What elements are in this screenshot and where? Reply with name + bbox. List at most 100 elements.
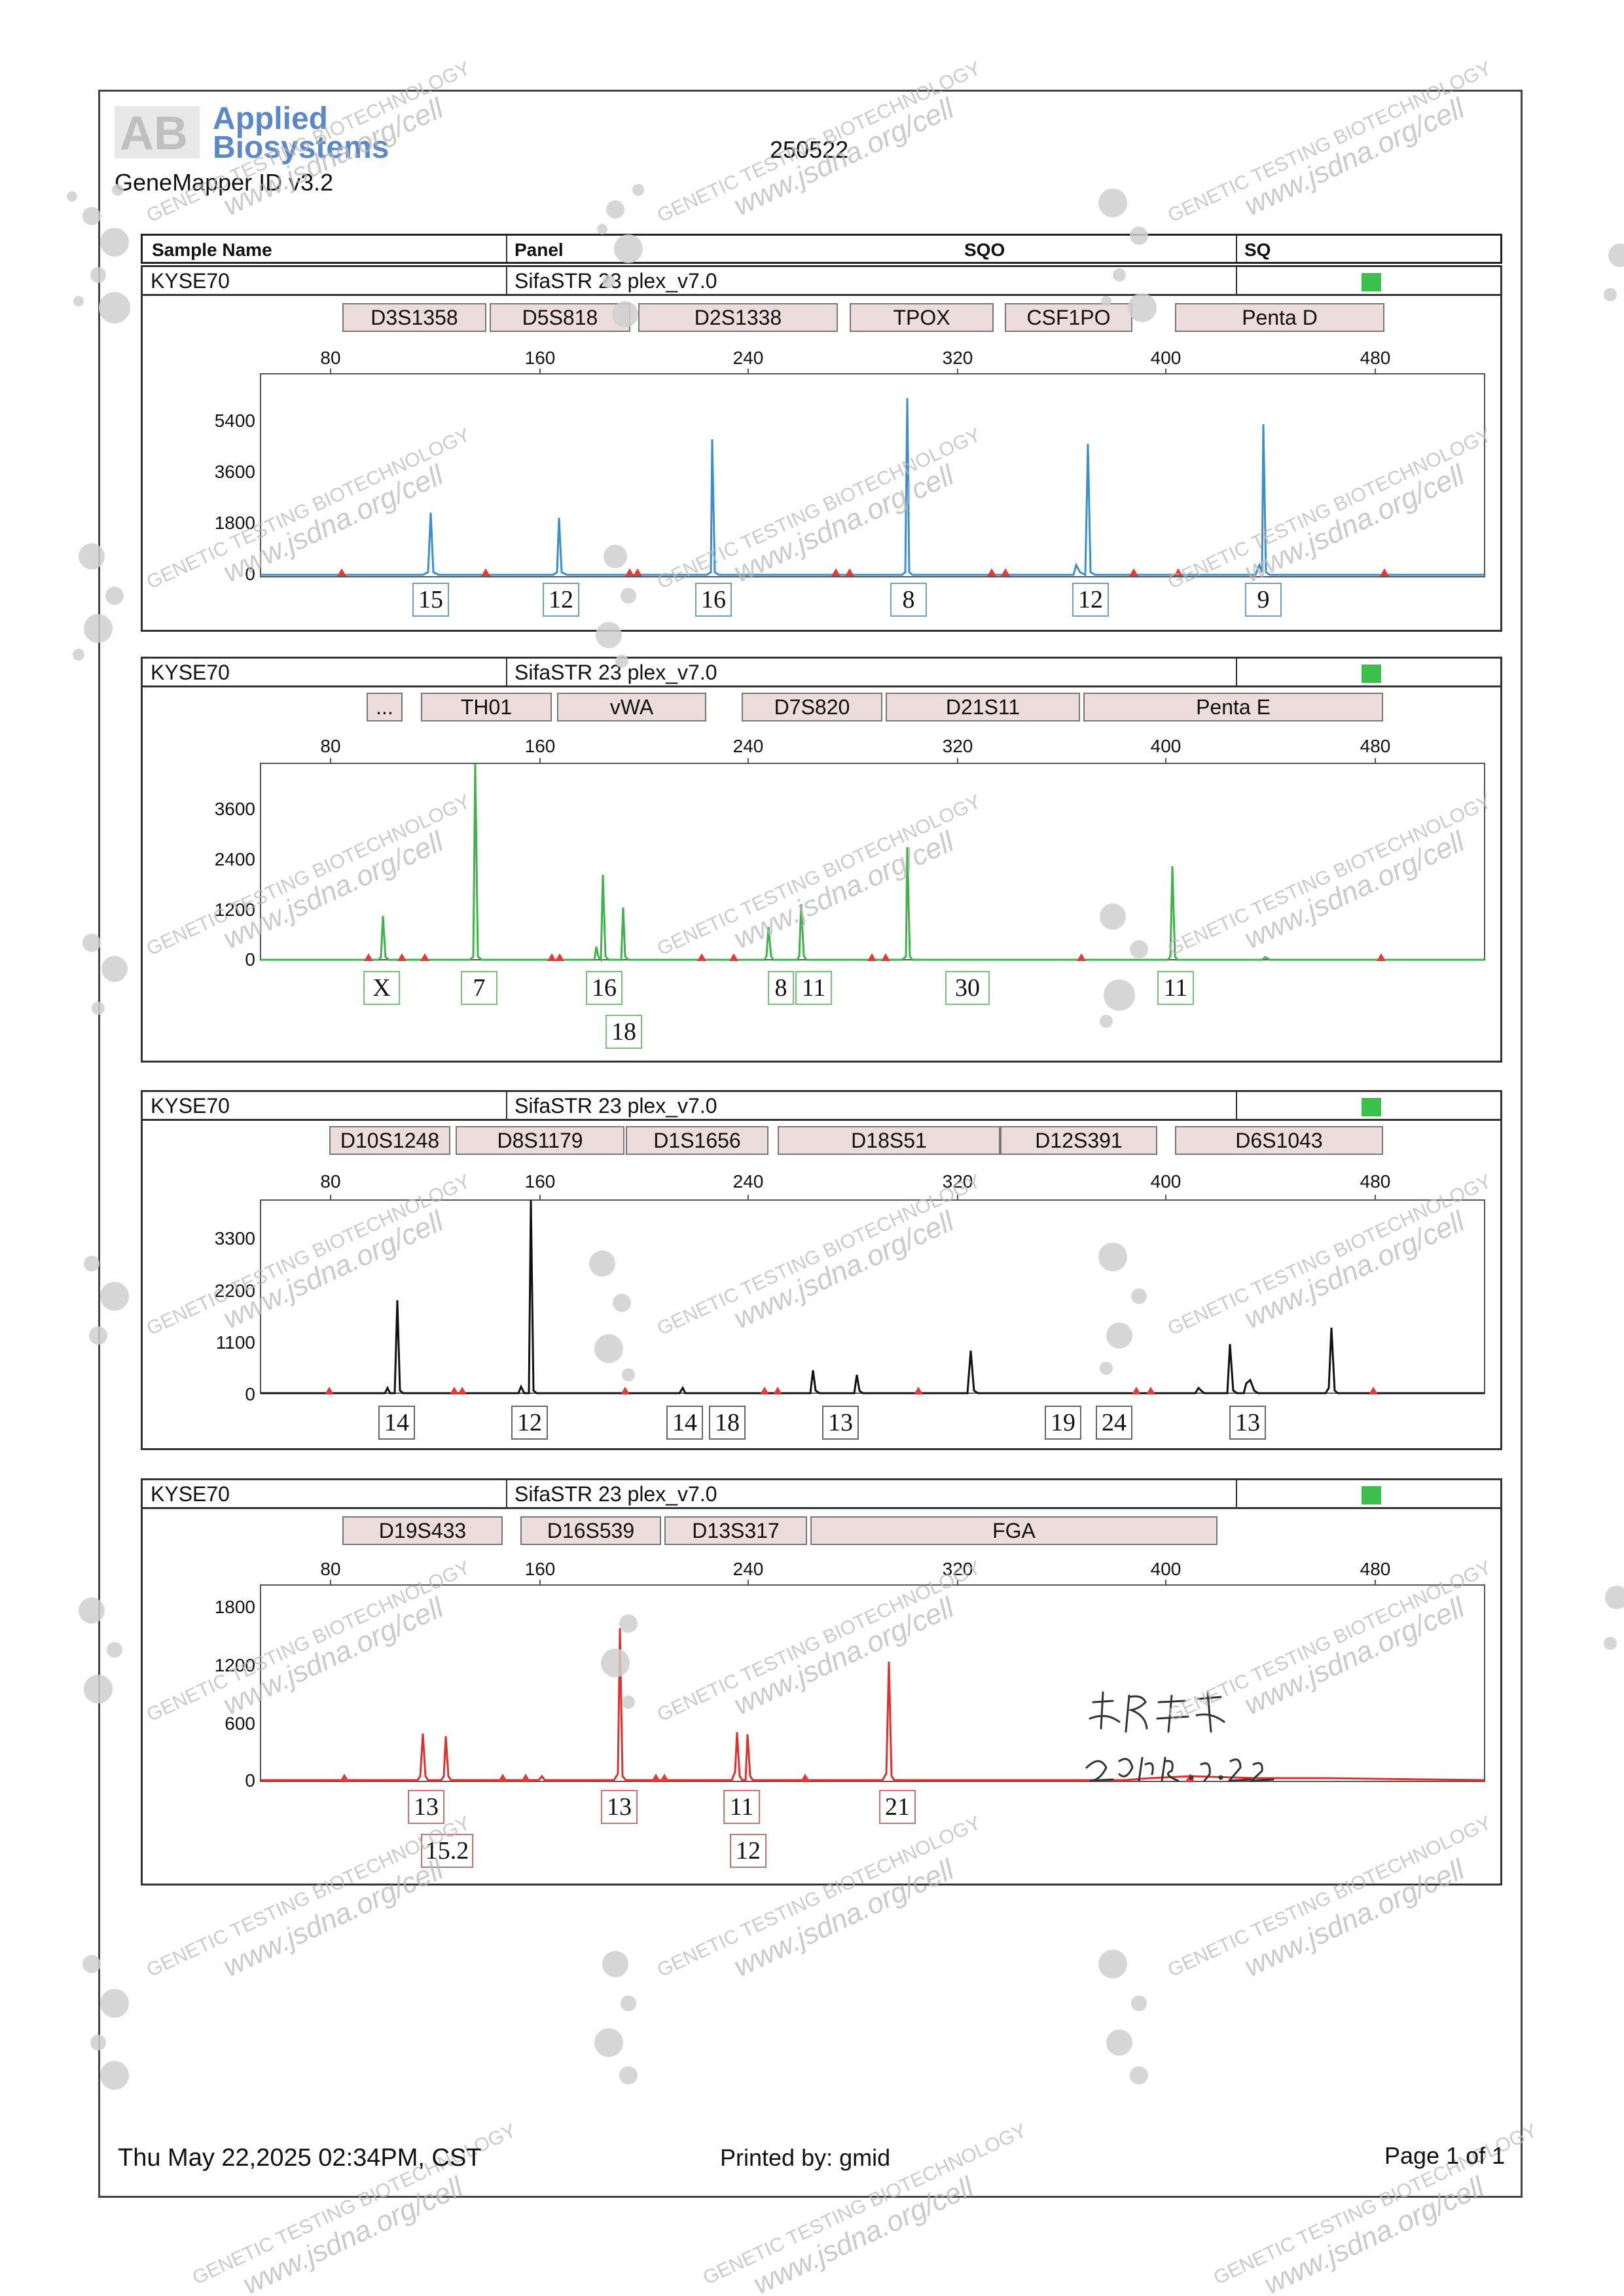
- x-tick-label: 320: [943, 736, 973, 756]
- marker-icon: [881, 953, 890, 961]
- locus-label[interactable]: CSF1PO: [1005, 303, 1132, 332]
- allele-call[interactable]: 16: [586, 971, 623, 1005]
- locus-label[interactable]: D8S1179: [456, 1126, 624, 1155]
- marker-icon: [1380, 568, 1389, 576]
- locus-label[interactable]: D19S433: [342, 1516, 503, 1545]
- locus-label[interactable]: D21S11: [886, 693, 1080, 721]
- marker-icon: [364, 953, 373, 961]
- allele-call[interactable]: 24: [1096, 1406, 1132, 1440]
- y-tick-label: 1100: [216, 1332, 255, 1353]
- allele-call[interactable]: 15: [412, 583, 449, 617]
- marker-icon: [801, 1774, 810, 1781]
- locus-label[interactable]: D18S51: [778, 1126, 1000, 1155]
- allele-call[interactable]: 13: [408, 1790, 444, 1824]
- marker-icon: [867, 953, 876, 961]
- marker-icon: [1132, 1387, 1141, 1394]
- y-tick-label: 1800: [215, 1597, 255, 1617]
- allele-call[interactable]: 12: [730, 1834, 767, 1868]
- locus-label[interactable]: D1S1656: [626, 1126, 768, 1155]
- locus-label[interactable]: TPOX: [850, 303, 994, 332]
- allele-call[interactable]: 11: [723, 1790, 760, 1824]
- allele-call[interactable]: 8: [768, 971, 794, 1005]
- trace-line: [261, 1628, 1485, 1781]
- logo-line1: Applied: [213, 101, 328, 136]
- marker-icon: [450, 1387, 459, 1394]
- svg-text:AB: AB: [120, 107, 188, 158]
- allele-call[interactable]: 15.2: [421, 1834, 473, 1868]
- x-tick-label: 400: [1151, 1171, 1182, 1192]
- allele-call[interactable]: 14: [378, 1406, 415, 1440]
- locus-label[interactable]: Penta D: [1175, 303, 1384, 332]
- marker-icon: [1174, 568, 1183, 576]
- locus-label[interactable]: D12S391: [1000, 1126, 1157, 1155]
- allele-call[interactable]: 8: [890, 583, 927, 617]
- marker-icon: [555, 953, 564, 961]
- x-tick-label: 400: [1151, 348, 1182, 368]
- locus-label[interactable]: D16S539: [520, 1516, 661, 1545]
- locus-label[interactable]: Penta E: [1083, 693, 1383, 721]
- locus-label[interactable]: D3S1358: [342, 303, 486, 332]
- allele-call[interactable]: 21: [879, 1790, 916, 1824]
- column-panel: Panel: [514, 240, 564, 260]
- y-tick-label: 0: [245, 1770, 255, 1791]
- electropherogram-panel-1: KYSE70 SifaSTR 23 plex_v7.0 D3S1358 D5S8…: [141, 265, 1502, 632]
- sq-status-icon: [1362, 273, 1381, 291]
- locus-label[interactable]: D10S1248: [329, 1126, 450, 1155]
- column-sq: SQ: [1244, 240, 1271, 260]
- locus-label[interactable]: D5S818: [490, 303, 630, 332]
- y-tick-label: 3600: [215, 799, 255, 819]
- allele-call[interactable]: 14: [666, 1406, 703, 1440]
- locus-label[interactable]: ...: [367, 693, 403, 721]
- marker-icon: [547, 953, 556, 961]
- locus-label[interactable]: D6S1043: [1175, 1126, 1383, 1155]
- x-tick-label: 480: [1360, 736, 1391, 756]
- x-tick-label: 320: [943, 1171, 973, 1192]
- y-tick-label: 1200: [215, 900, 255, 920]
- y-tick-label: 5400: [215, 410, 255, 431]
- locus-label[interactable]: TH01: [421, 693, 552, 721]
- y-tick-label: 600: [225, 1713, 255, 1734]
- x-tick-label: 320: [943, 348, 973, 368]
- allele-call[interactable]: 19: [1045, 1406, 1081, 1440]
- allele-call[interactable]: 9: [1245, 583, 1282, 617]
- allele-call[interactable]: 11: [795, 971, 832, 1005]
- allele-call[interactable]: 30: [945, 971, 990, 1005]
- sample-name: KYSE70: [151, 1094, 230, 1118]
- allele-call[interactable]: 12: [1072, 583, 1109, 617]
- handwritten-signature: [1085, 1691, 1274, 1782]
- trace-line: [261, 397, 1485, 577]
- software-version: GeneMapper ID v3.2: [115, 169, 334, 196]
- allele-call[interactable]: X: [363, 971, 400, 1005]
- allele-call[interactable]: 13: [1229, 1406, 1266, 1440]
- allele-call[interactable]: 11: [1157, 971, 1194, 1005]
- x-tick-label: 240: [733, 736, 764, 756]
- locus-label[interactable]: D7S820: [742, 693, 882, 721]
- marker-icon: [1377, 953, 1386, 961]
- sq-status-icon: [1362, 665, 1381, 683]
- sample-name: KYSE70: [151, 1482, 230, 1506]
- allele-call[interactable]: 13: [601, 1790, 638, 1824]
- x-axis-top: [261, 369, 1485, 374]
- panel-name: SifaSTR 23 plex_v7.0: [514, 1094, 717, 1118]
- x-tick-label: 160: [525, 736, 556, 756]
- column-sample-name: Sample Name: [152, 240, 272, 260]
- locus-label[interactable]: vWA: [557, 693, 706, 721]
- x-tick-label: 160: [525, 348, 556, 368]
- allele-call[interactable]: 12: [543, 583, 579, 617]
- allele-call[interactable]: 7: [461, 971, 497, 1005]
- allele-call[interactable]: 18: [605, 1015, 642, 1049]
- plot-area: [260, 1199, 1485, 1394]
- allele-call[interactable]: 18: [709, 1406, 746, 1440]
- allele-call[interactable]: 16: [695, 583, 732, 617]
- locus-label[interactable]: FGA: [810, 1516, 1218, 1545]
- marker-icon: [773, 1387, 782, 1394]
- y-tick-label: 1800: [215, 513, 255, 533]
- marker-group: [364, 953, 1386, 961]
- electropherogram-plot: 80 160 240 320 400 480 1800 1200 600 0: [215, 1559, 1485, 1791]
- allele-call[interactable]: 13: [822, 1406, 859, 1440]
- marker-icon: [831, 568, 840, 576]
- locus-label[interactable]: D13S317: [664, 1516, 807, 1545]
- allele-call[interactable]: 12: [511, 1406, 548, 1440]
- locus-label[interactable]: D2S1338: [638, 303, 838, 332]
- panel-name: SifaSTR 23 plex_v7.0: [514, 269, 717, 293]
